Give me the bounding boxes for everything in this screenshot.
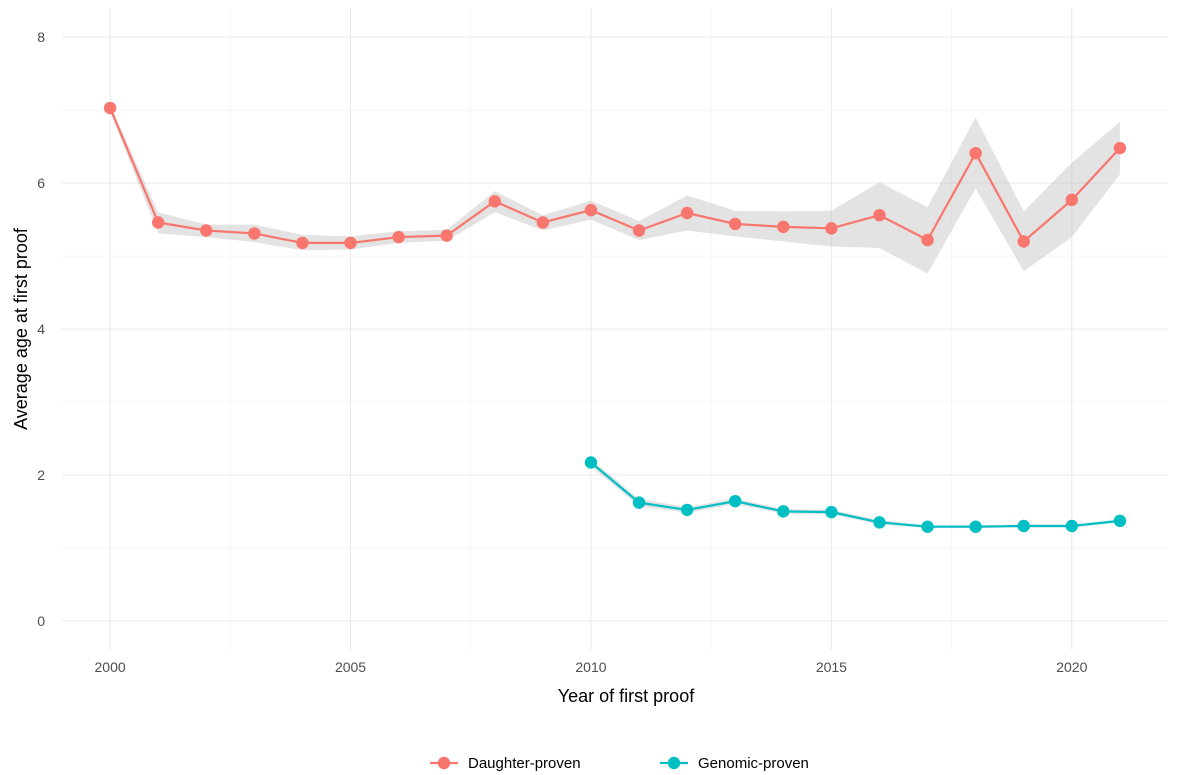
- data-point-1: [921, 233, 934, 247]
- data-point-1: [1065, 193, 1079, 207]
- data-point-1: [392, 230, 405, 244]
- data-point-1: [969, 146, 982, 160]
- series-line-2: [590, 461, 1121, 528]
- data-point-2: [921, 520, 934, 533]
- y-tick-label: 8: [37, 29, 45, 45]
- data-point-1: [103, 101, 117, 115]
- x-tick-label: 2015: [816, 659, 847, 675]
- data-point-1: [729, 217, 742, 231]
- data-point-2: [1113, 514, 1127, 528]
- legend-label-1: Daughter-proven: [468, 755, 581, 772]
- data-point-1: [777, 220, 790, 234]
- y-axis-title: Average age at first proof: [11, 227, 31, 430]
- x-tick-label: 2010: [575, 659, 606, 675]
- confidence-ribbon-1: [110, 104, 1120, 274]
- data-point-2: [777, 505, 790, 518]
- y-tick-label: 0: [37, 613, 45, 629]
- data-point-1: [680, 206, 694, 220]
- confidence-ribbons: [110, 104, 1120, 529]
- x-tick-label: 2000: [95, 659, 126, 675]
- series-points: [103, 101, 1127, 533]
- legend: Daughter-proven Genomic-proven: [430, 755, 809, 772]
- y-tick-label: 6: [37, 175, 45, 191]
- series-line-1: [109, 107, 1121, 245]
- data-point-1: [584, 203, 598, 217]
- data-point-1: [296, 236, 309, 250]
- data-point-2: [1065, 519, 1079, 533]
- legend-key-point-2: [667, 756, 681, 770]
- data-point-1: [536, 216, 550, 229]
- minor-gridlines: [62, 8, 1168, 650]
- y-tick-label: 4: [37, 321, 45, 337]
- y-axis-ticks: 0 2 4 6 8: [37, 29, 45, 629]
- data-point-1: [1017, 235, 1030, 248]
- data-point-2: [873, 516, 886, 529]
- data-point-2: [969, 520, 982, 533]
- x-axis-ticks: 2000 2005 2010 2015 2020: [95, 659, 1088, 675]
- data-point-2: [680, 503, 694, 517]
- data-point-1: [200, 224, 213, 237]
- data-point-1: [440, 229, 453, 242]
- series-lines: [109, 107, 1121, 528]
- x-tick-label: 2020: [1056, 659, 1087, 675]
- legend-key-point-1: [437, 756, 451, 770]
- x-tick-label: 2005: [335, 659, 366, 675]
- data-point-2: [632, 496, 646, 509]
- data-point-1: [873, 208, 886, 222]
- data-point-1: [248, 227, 261, 240]
- legend-label-2: Genomic-proven: [698, 755, 809, 772]
- data-point-1: [825, 222, 838, 235]
- data-point-1: [632, 224, 646, 237]
- data-point-2: [825, 505, 838, 519]
- data-point-1: [344, 236, 357, 250]
- major-gridlines: [62, 8, 1168, 650]
- x-axis-title: Year of first proof: [558, 686, 695, 706]
- data-point-1: [151, 216, 165, 229]
- data-point-2: [1017, 519, 1030, 533]
- data-point-2: [729, 494, 742, 508]
- y-tick-label: 2: [37, 467, 45, 483]
- data-point-1: [1113, 141, 1127, 155]
- data-point-1: [488, 195, 501, 208]
- data-point-2: [584, 456, 598, 469]
